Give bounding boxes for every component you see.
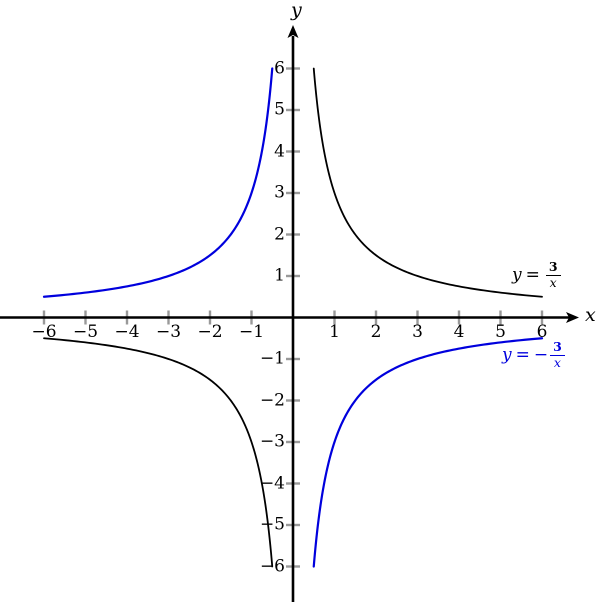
x-tick-label: 1: [329, 322, 340, 342]
equals-sign: =: [525, 264, 540, 285]
y-tick-label: 3: [274, 182, 285, 203]
y-tick-label: 5: [274, 99, 285, 120]
x-tick-label: −5: [72, 322, 99, 342]
curve-1-branch: [42, 67, 274, 298]
curve-0-branch: [312, 67, 543, 298]
fraction-numerator: 3: [550, 340, 565, 356]
x-tick-label: 6: [536, 322, 548, 342]
y-tick-label: −2: [259, 390, 285, 410]
x-axis-label: x: [585, 304, 596, 326]
curve-label-y-equals-minus-3-over-x: y = −3 x: [502, 340, 565, 370]
y-tick-label: 6: [274, 58, 285, 78]
x-axis-arrow-icon: [566, 312, 579, 323]
x-tick-label: −4: [114, 322, 140, 342]
curve-label-y-equals-3-over-x: y = 3 x: [512, 260, 561, 290]
x-tick-label: −2: [197, 322, 223, 342]
curve-1-branch: [312, 337, 544, 568]
x-tick-label: −6: [31, 322, 57, 342]
x-tick-label: 2: [370, 322, 382, 342]
fraction-numerator: 3: [545, 260, 561, 276]
x-tick-label: −3: [155, 322, 182, 342]
equation-variable: y: [512, 264, 522, 285]
x-tick-label: −1: [238, 322, 265, 342]
x-tick-label: 4: [453, 322, 465, 342]
y-axis-arrow-icon: [287, 25, 299, 38]
y-tick-label: 1: [274, 265, 285, 286]
y-axis-label: y: [291, 0, 302, 21]
equation-variable: y: [502, 344, 512, 365]
y-tick-label: −5: [259, 514, 285, 535]
y-tick-label: −4: [259, 473, 285, 493]
fraction-denominator: x: [553, 355, 561, 370]
x-tick-label: 3: [412, 322, 423, 342]
y-tick-label: 4: [274, 141, 285, 161]
equals-sign: =: [515, 344, 530, 365]
y-tick-label: −3: [259, 431, 285, 452]
y-tick-label: −6: [259, 556, 285, 576]
y-tick-label: 2: [274, 224, 285, 244]
curve-0-branch: [43, 337, 274, 568]
x-tick-label: 5: [495, 322, 506, 342]
y-tick-label: −1: [259, 348, 285, 369]
fraction-denominator: x: [549, 275, 557, 290]
fraction-sign: −: [533, 344, 549, 365]
